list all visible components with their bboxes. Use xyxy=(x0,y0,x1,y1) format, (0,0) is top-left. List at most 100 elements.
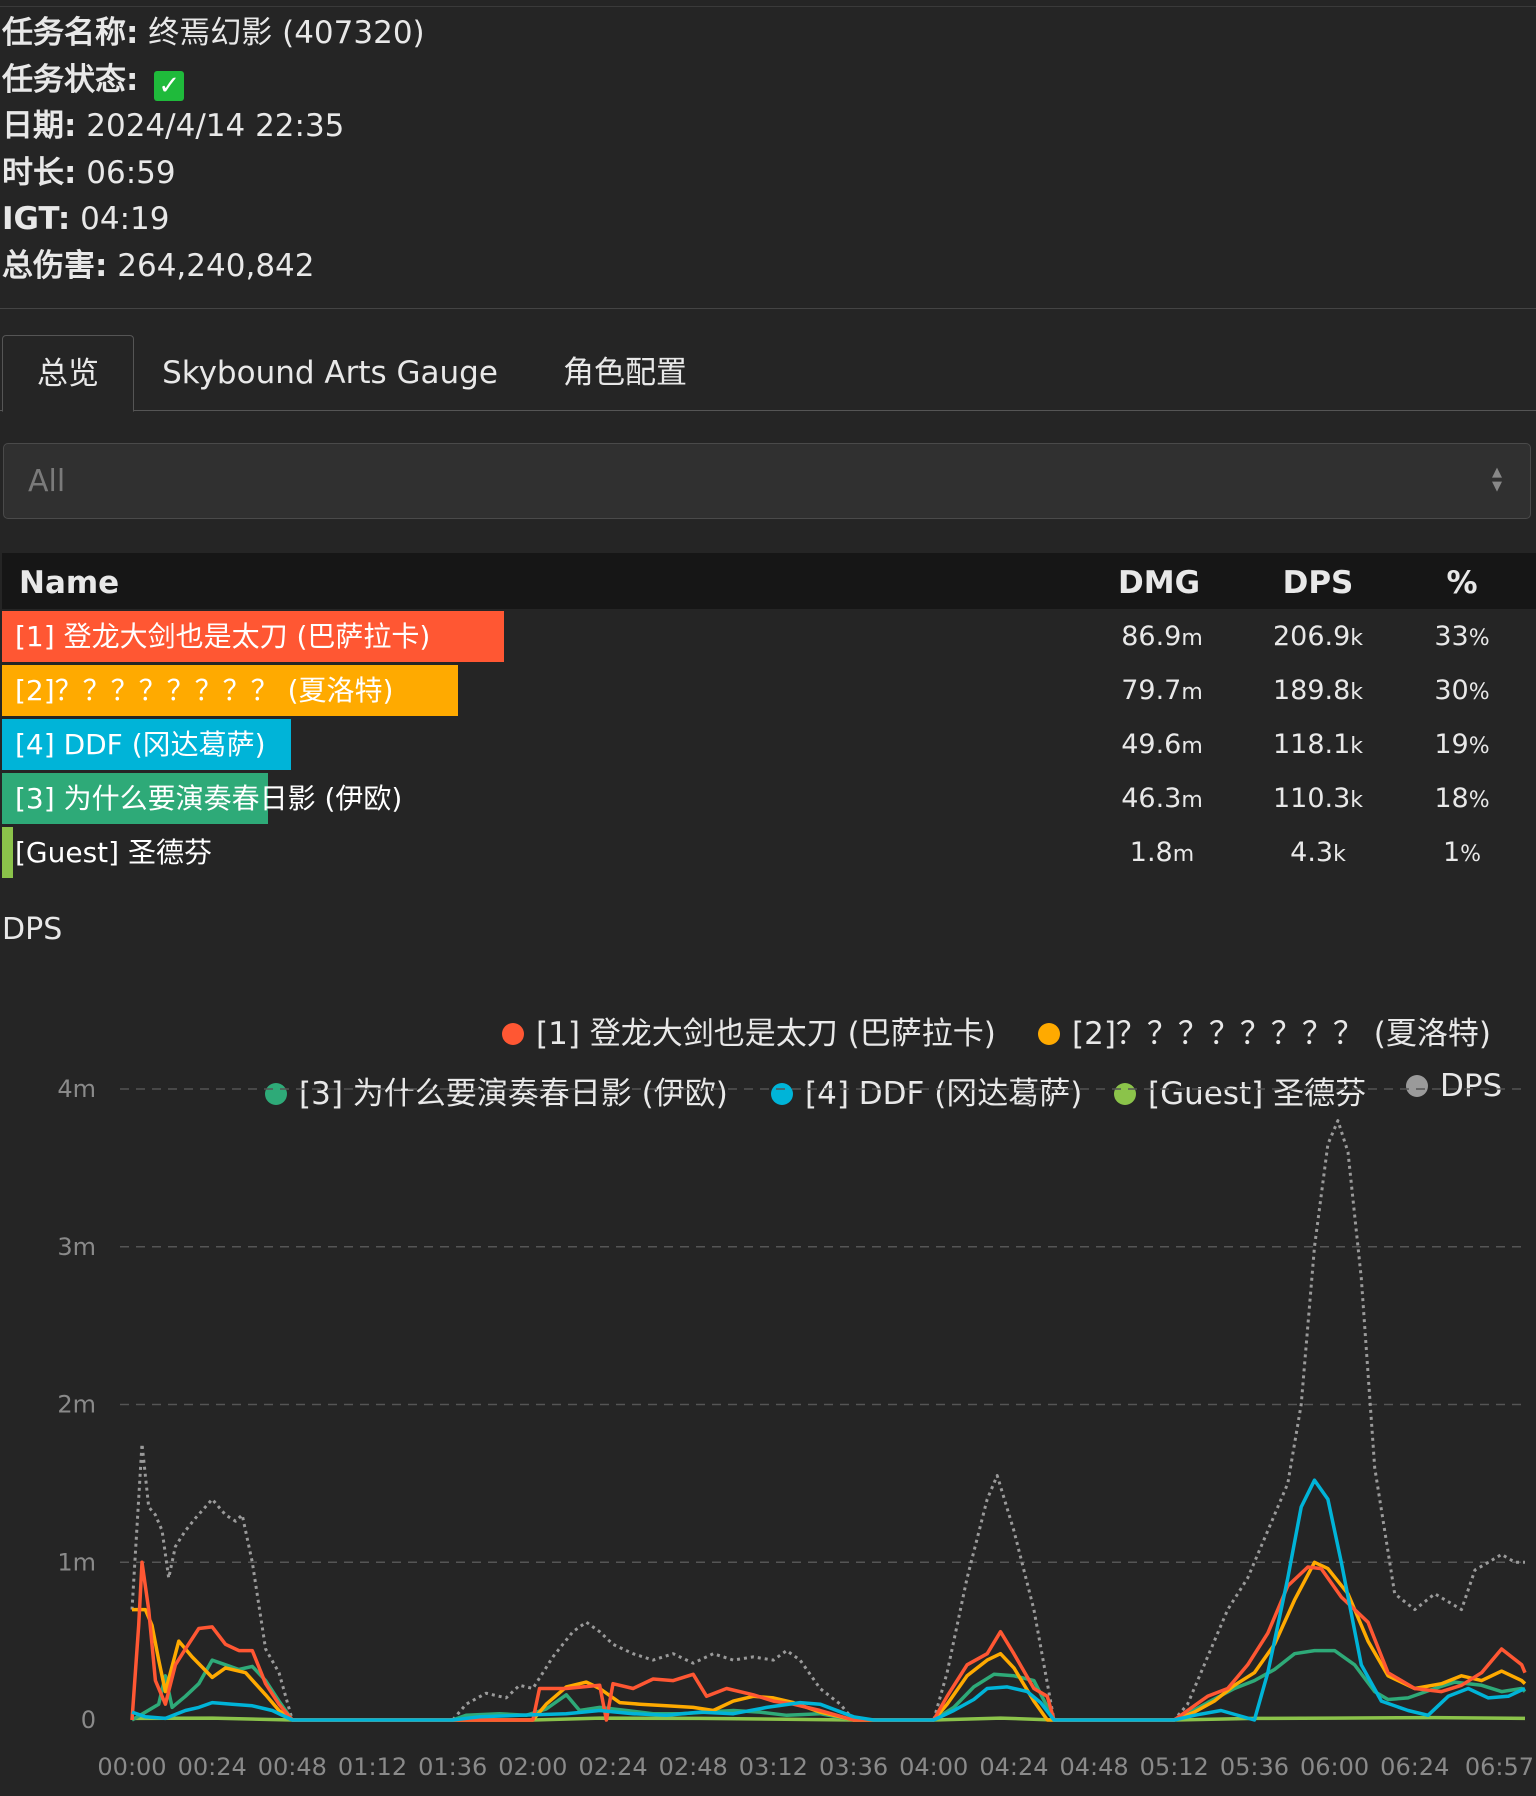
player-name: [3] 为什么要演奏春日影 (伊欧) xyxy=(15,782,403,815)
y-tick-label: 0 xyxy=(81,1706,96,1734)
task-name-value: 终焉幻影 (407320) xyxy=(148,15,425,51)
damage-share-bar xyxy=(2,719,292,770)
damage-table: Name DMG DPS % [1] 登龙大剑也是太刀 (巴萨拉卡) 86.9m 2… xyxy=(2,553,1536,879)
player-dmg: 1.8m xyxy=(1092,825,1232,882)
player-dps-value: 206.9 xyxy=(1272,621,1351,652)
header-pct[interactable]: % xyxy=(1446,565,1478,601)
series-line-0 xyxy=(130,1560,1527,1722)
legend-label-player-4: [4] DDF (冈达葛萨) xyxy=(805,1076,1083,1112)
player-dps: 206.9k xyxy=(1248,609,1388,666)
tab-skybound-arts-gauge[interactable]: Skybound Arts Gauge xyxy=(162,355,498,391)
y-tick-label: 1m xyxy=(57,1548,96,1576)
igt-value: 04:19 xyxy=(80,201,170,237)
total-damage-label: 总伤害: xyxy=(2,247,108,284)
x-tick-label: 04:48 xyxy=(1059,1753,1128,1781)
legend-label-player-3: [3] 为什么要演奏春日影 (伊欧) xyxy=(299,1076,728,1112)
legend-dot-guest xyxy=(1114,1083,1136,1105)
x-tick-label: 00:48 xyxy=(258,1753,327,1781)
tab-character-setup[interactable]: 角色配置 xyxy=(563,355,687,391)
character-filter-select[interactable]: All ▲ ▼ xyxy=(3,443,1531,519)
player-dps-unit: k xyxy=(1350,680,1364,705)
table-row[interactable]: [3] 为什么要演奏春日影 (伊欧) 46.3m 110.3k 18% xyxy=(2,771,1536,825)
x-tick-label: 06:00 xyxy=(1300,1753,1369,1781)
player-pct-unit: % xyxy=(1460,842,1482,867)
header-dmg[interactable]: DMG xyxy=(1117,565,1201,601)
legend-item-total-dps[interactable]: DPS xyxy=(1406,1068,1502,1104)
player-dmg: 86.9m xyxy=(1092,609,1232,666)
legend-item-guest[interactable]: [Guest] 圣德芬 xyxy=(1114,1068,1366,1113)
x-tick-label: 01:36 xyxy=(418,1753,487,1781)
header-dps[interactable]: DPS xyxy=(1282,565,1354,601)
table-header: Name DMG DPS % xyxy=(2,553,1536,609)
player-dmg-unit: m xyxy=(1181,734,1203,759)
player-pct-value: 33 xyxy=(1434,621,1469,652)
legend-item-player-2[interactable]: [2]？？？？？？？？ (夏洛特) xyxy=(1038,1008,1491,1053)
check-icon: ✓ xyxy=(154,70,185,101)
series-line-1 xyxy=(132,1560,1527,1722)
duration-label: 时长: xyxy=(2,154,77,191)
y-tick-label: 4m xyxy=(57,1075,96,1103)
total-damage-row: 总伤害: 264,240,842 xyxy=(2,243,425,290)
task-name-label: 任务名称: xyxy=(2,15,139,51)
player-dps-value: 118.1 xyxy=(1272,729,1351,760)
player-pct-unit: % xyxy=(1468,734,1490,759)
legend-item-player-4[interactable]: [4] DDF (冈达葛萨) xyxy=(771,1068,1082,1113)
x-tick-label: 06:24 xyxy=(1380,1753,1449,1781)
player-pct-unit: % xyxy=(1468,788,1490,813)
player-dmg-unit: m xyxy=(1181,788,1203,813)
player-pct: 18% xyxy=(1392,771,1532,828)
x-tick-label: 06:57 xyxy=(1465,1753,1534,1781)
damage-share-bar xyxy=(2,611,504,662)
damage-share-bar xyxy=(2,665,459,716)
x-tick-label: 03:12 xyxy=(739,1753,808,1781)
player-dmg-value: 79.7 xyxy=(1121,675,1182,706)
igt-label: IGT: xyxy=(2,201,71,237)
legend-label-total-dps: DPS xyxy=(1440,1068,1503,1104)
player-pct-value: 19 xyxy=(1434,729,1469,760)
section-divider xyxy=(0,308,1536,309)
tab-bar: 总览 Skybound Arts Gauge 角色配置 xyxy=(0,335,1536,412)
date-label: 日期: xyxy=(2,108,77,144)
x-tick-label: 02:48 xyxy=(659,1753,728,1781)
player-dmg: 79.7m xyxy=(1092,663,1232,720)
legend-item-player-1[interactable]: [1] 登龙大剑也是太刀 (巴萨拉卡) xyxy=(502,1008,996,1053)
player-dps: 110.3k xyxy=(1248,771,1388,828)
table-row[interactable]: [Guest] 圣德芬 1.8m 4.3k 1% xyxy=(2,825,1536,879)
tab-overview[interactable]: 总览 xyxy=(2,335,134,412)
damage-share-bar xyxy=(2,773,269,824)
battle-info: 任务名称: 终焉幻影 (407320) 任务状态: ✓ 日期: 2024/4/1… xyxy=(2,10,425,289)
player-pct: 1% xyxy=(1392,825,1532,882)
player-pct: 33% xyxy=(1392,609,1532,666)
player-pct-unit: % xyxy=(1468,626,1490,651)
date-value: 2024/4/14 22:35 xyxy=(86,108,345,144)
chart-y-axis: 0 1m 2m 3m 4m xyxy=(57,1075,96,1734)
top-divider xyxy=(0,6,1536,7)
player-name: [1] 登龙大剑也是太刀 (巴萨拉卡) xyxy=(15,620,431,653)
y-tick-label: 2m xyxy=(57,1391,96,1419)
series-line-3 xyxy=(131,1478,1526,1722)
series-line-2 xyxy=(131,1648,1527,1722)
igt-row: IGT: 04:19 xyxy=(2,196,425,243)
chart-series-lines xyxy=(130,1119,1527,1722)
table-row[interactable]: [1] 登龙大剑也是太刀 (巴萨拉卡) 86.9m 206.9k 33% xyxy=(2,609,1536,663)
table-row[interactable]: [2]？？？？？？？？ (夏洛特) 79.7m 189.8k 30% xyxy=(2,663,1536,717)
player-dps-value: 110.3 xyxy=(1272,783,1351,814)
series-line-5 xyxy=(130,1119,1525,1722)
tab-bar-line xyxy=(0,410,1536,411)
x-tick-label: 04:00 xyxy=(899,1753,968,1781)
player-dmg-value: 46.3 xyxy=(1121,783,1182,814)
table-row[interactable]: [4] DDF (冈达葛萨) 49.6m 118.1k 19% xyxy=(2,717,1536,771)
y-tick-label: 3m xyxy=(57,1233,96,1261)
player-pct-value: 30 xyxy=(1434,675,1469,706)
x-tick-label: 05:36 xyxy=(1220,1753,1289,1781)
player-dps: 118.1k xyxy=(1248,717,1388,774)
player-dmg-unit: m xyxy=(1181,680,1203,705)
x-tick-label: 02:24 xyxy=(578,1753,647,1781)
table-body: [1] 登龙大剑也是太刀 (巴萨拉卡) 86.9m 206.9k 33% [2]？？？？… xyxy=(2,609,1536,879)
player-dps-unit: k xyxy=(1350,788,1364,813)
dps-section-title: DPS xyxy=(2,912,63,947)
header-name[interactable]: Name xyxy=(19,565,120,601)
player-name: [Guest] 圣德芬 xyxy=(15,836,212,869)
legend-item-player-3[interactable]: [3] 为什么要演奏春日影 (伊欧) xyxy=(265,1068,728,1113)
player-dps-unit: k xyxy=(1350,626,1364,651)
